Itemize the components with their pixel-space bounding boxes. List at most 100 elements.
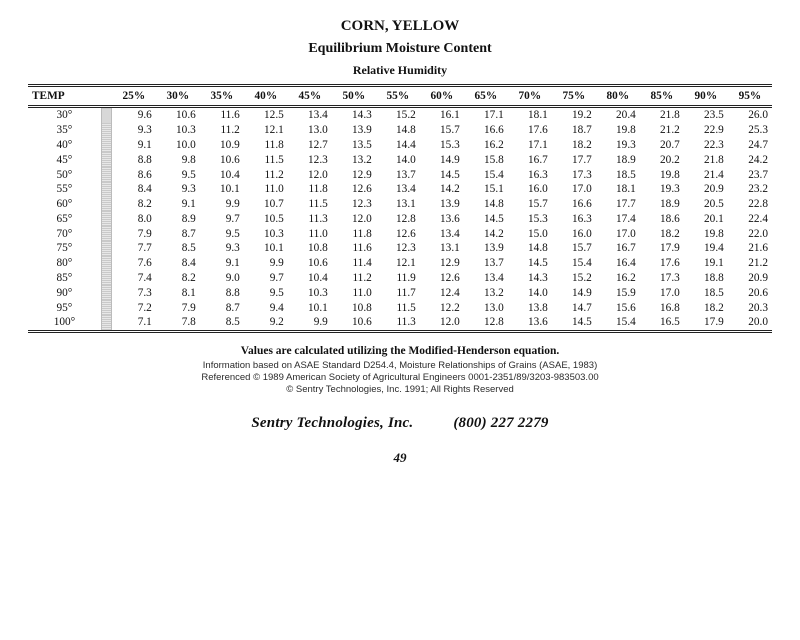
value-cell: 22.8 xyxy=(728,197,772,212)
company-phone: (800) 227 2279 xyxy=(453,415,548,431)
value-cell: 10.7 xyxy=(244,197,288,212)
value-cell: 13.7 xyxy=(376,167,420,182)
value-cell: 10.1 xyxy=(288,300,332,315)
value-cell: 10.1 xyxy=(200,182,244,197)
value-cell: 12.3 xyxy=(288,152,332,167)
value-cell: 12.4 xyxy=(420,285,464,300)
value-cell: 18.9 xyxy=(640,197,684,212)
value-cell: 12.3 xyxy=(376,241,420,256)
table-row: 95°7.27.98.79.410.110.811.512.213.013.81… xyxy=(28,300,772,315)
value-cell: 18.2 xyxy=(640,226,684,241)
table-row: 60°8.29.19.910.711.512.313.113.914.815.7… xyxy=(28,197,772,212)
gutter-cell xyxy=(101,107,111,123)
value-cell: 12.9 xyxy=(420,256,464,271)
value-cell: 12.0 xyxy=(332,211,376,226)
gutter-cell xyxy=(101,182,111,197)
value-cell: 11.4 xyxy=(332,256,376,271)
table-header-row: TEMP 25%30%35%40%45%50%55%60%65%70%75%80… xyxy=(28,86,772,107)
value-cell: 19.8 xyxy=(640,167,684,182)
temp-cell: 80° xyxy=(28,256,101,271)
value-cell: 12.5 xyxy=(244,107,288,123)
value-cell: 11.2 xyxy=(244,167,288,182)
value-cell: 8.5 xyxy=(156,241,200,256)
value-cell: 15.0 xyxy=(508,226,552,241)
value-cell: 17.9 xyxy=(640,241,684,256)
value-cell: 13.8 xyxy=(508,300,552,315)
value-cell: 7.2 xyxy=(112,300,156,315)
gutter-cell xyxy=(101,315,111,331)
value-cell: 20.9 xyxy=(684,182,728,197)
value-cell: 20.3 xyxy=(728,300,772,315)
value-cell: 18.9 xyxy=(596,152,640,167)
humidity-column-header: 40% xyxy=(244,86,288,107)
gutter-header xyxy=(101,86,111,107)
value-cell: 20.1 xyxy=(684,211,728,226)
value-cell: 14.5 xyxy=(552,315,596,331)
value-cell: 11.8 xyxy=(332,226,376,241)
humidity-column-header: 45% xyxy=(288,86,332,107)
humidity-column-header: 55% xyxy=(376,86,420,107)
value-cell: 10.1 xyxy=(244,241,288,256)
value-cell: 9.9 xyxy=(200,197,244,212)
value-cell: 10.4 xyxy=(288,271,332,286)
value-cell: 13.9 xyxy=(420,197,464,212)
value-cell: 17.0 xyxy=(596,226,640,241)
value-cell: 24.2 xyxy=(728,152,772,167)
value-cell: 11.6 xyxy=(200,107,244,123)
value-cell: 21.2 xyxy=(640,123,684,138)
value-cell: 21.4 xyxy=(684,167,728,182)
value-cell: 14.5 xyxy=(508,256,552,271)
value-cell: 9.7 xyxy=(244,271,288,286)
gutter-cell xyxy=(101,226,111,241)
title-product: CORN, YELLOW xyxy=(28,18,772,35)
value-cell: 19.1 xyxy=(684,256,728,271)
page-number: 49 xyxy=(28,450,772,466)
value-cell: 14.0 xyxy=(508,285,552,300)
value-cell: 12.1 xyxy=(244,123,288,138)
value-cell: 17.9 xyxy=(684,315,728,331)
humidity-column-header: 70% xyxy=(508,86,552,107)
value-cell: 13.1 xyxy=(376,197,420,212)
temp-cell: 45° xyxy=(28,152,101,167)
value-cell: 17.6 xyxy=(508,123,552,138)
gutter-cell xyxy=(101,300,111,315)
value-cell: 13.9 xyxy=(332,123,376,138)
temp-cell: 30° xyxy=(28,107,101,123)
value-cell: 18.1 xyxy=(596,182,640,197)
value-cell: 18.8 xyxy=(684,271,728,286)
value-cell: 17.7 xyxy=(552,152,596,167)
value-cell: 14.3 xyxy=(332,107,376,123)
value-cell: 12.9 xyxy=(332,167,376,182)
value-cell: 15.8 xyxy=(464,152,508,167)
value-cell: 10.9 xyxy=(200,138,244,153)
value-cell: 22.4 xyxy=(728,211,772,226)
value-cell: 18.6 xyxy=(640,211,684,226)
value-cell: 9.1 xyxy=(200,256,244,271)
value-cell: 15.4 xyxy=(552,256,596,271)
value-cell: 10.3 xyxy=(244,226,288,241)
value-cell: 17.6 xyxy=(640,256,684,271)
value-cell: 12.0 xyxy=(420,315,464,331)
value-cell: 19.8 xyxy=(684,226,728,241)
value-cell: 9.9 xyxy=(288,315,332,331)
value-cell: 13.6 xyxy=(508,315,552,331)
gutter-cell xyxy=(101,167,111,182)
value-cell: 7.3 xyxy=(112,285,156,300)
table-row: 55°8.49.310.111.011.812.613.414.215.116.… xyxy=(28,182,772,197)
value-cell: 11.0 xyxy=(332,285,376,300)
table-row: 75°7.78.59.310.110.811.612.313.113.914.8… xyxy=(28,241,772,256)
value-cell: 12.6 xyxy=(420,271,464,286)
temp-cell: 75° xyxy=(28,241,101,256)
temp-cell: 100° xyxy=(28,315,101,331)
value-cell: 13.4 xyxy=(288,107,332,123)
table-row: 70°7.98.79.510.311.011.812.613.414.215.0… xyxy=(28,226,772,241)
value-cell: 14.8 xyxy=(464,197,508,212)
gutter-cell xyxy=(101,256,111,271)
humidity-column-header: 30% xyxy=(156,86,200,107)
value-cell: 7.7 xyxy=(112,241,156,256)
value-cell: 13.4 xyxy=(376,182,420,197)
value-cell: 11.3 xyxy=(288,211,332,226)
value-cell: 10.8 xyxy=(332,300,376,315)
value-cell: 8.8 xyxy=(112,152,156,167)
value-cell: 17.0 xyxy=(640,285,684,300)
